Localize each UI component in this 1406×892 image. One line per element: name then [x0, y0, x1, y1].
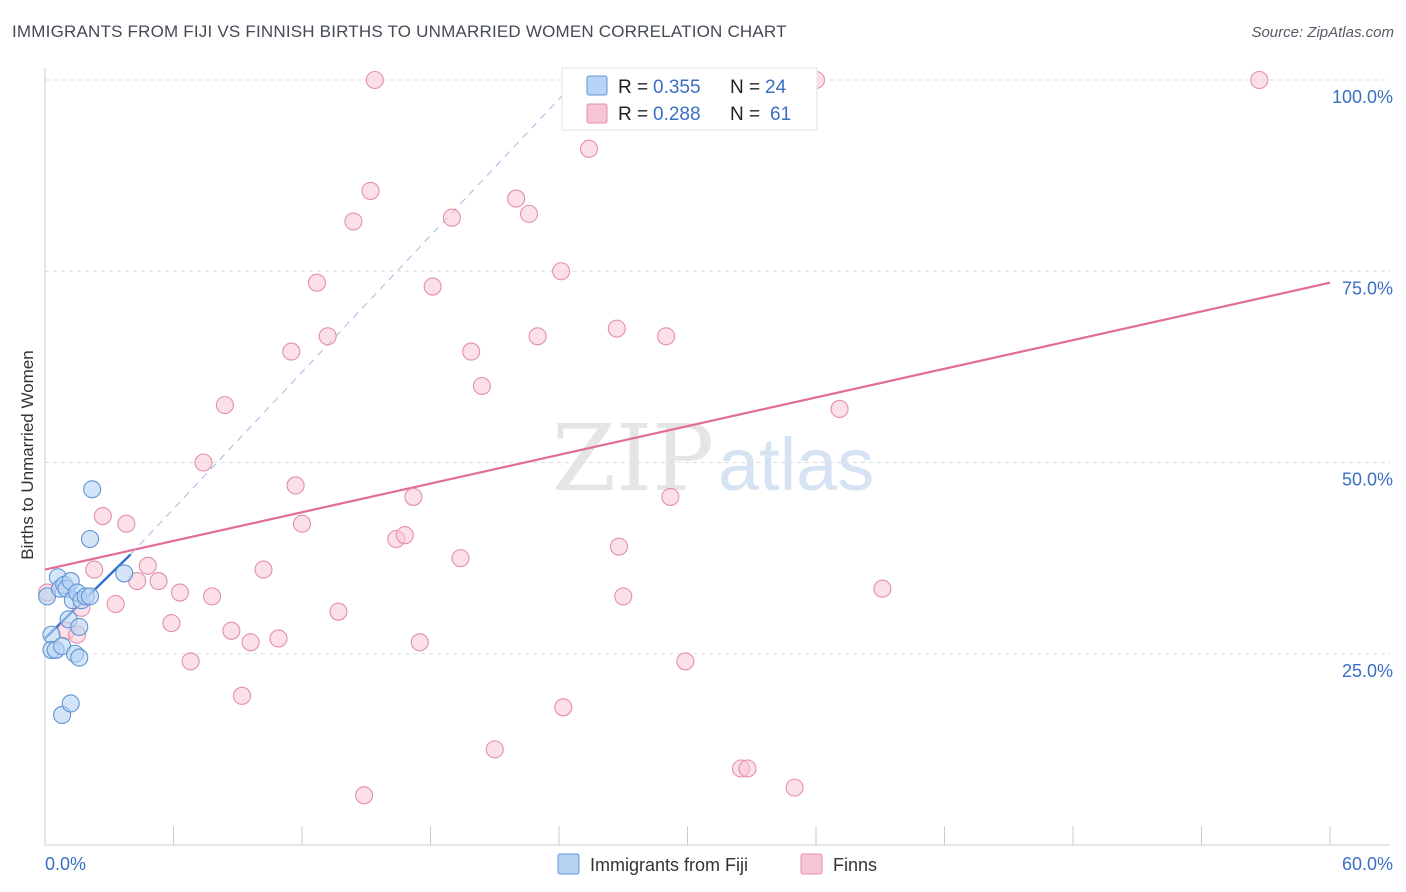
finns-point: [676, 652, 695, 671]
finns-point: [785, 778, 804, 797]
finns-point: [232, 686, 252, 705]
finns-point: [410, 633, 429, 652]
trend-lines: [44, 87, 1331, 640]
legend-fiji-r-value: 0.355: [653, 77, 701, 98]
finns-point: [194, 453, 213, 472]
finns-point: [361, 181, 380, 200]
watermark-zip: ZIP: [552, 405, 714, 512]
finns-point: [661, 487, 680, 506]
legend-fiji-swatch: [586, 75, 608, 96]
legend-fiji-n-value: 24: [765, 77, 787, 98]
fiji-point: [70, 648, 89, 667]
finns-point: [269, 629, 288, 648]
gridlines: [45, 79, 1390, 655]
watermark-atlas: atlas: [718, 423, 874, 506]
fiji-point: [83, 480, 102, 499]
source-credit: Source: ZipAtlas.com: [1251, 24, 1394, 41]
y-tick-label: 50.0%: [1342, 470, 1393, 490]
finns-point: [254, 560, 273, 579]
fiji-point: [70, 617, 89, 637]
legend-finns-swatch: [586, 103, 608, 124]
finns-point: [307, 273, 327, 292]
finns-point: [552, 262, 571, 281]
finns-point: [355, 786, 374, 805]
legend-finns-r-label: R =: [618, 104, 648, 125]
finns-point: [365, 70, 384, 90]
finns-point: [241, 633, 260, 652]
finns-point: [423, 277, 442, 296]
fiji-point: [61, 694, 80, 713]
finns-point: [329, 602, 348, 621]
finns-point: [472, 376, 491, 396]
finns-point: [203, 587, 222, 606]
finns-point: [462, 342, 481, 361]
finns-point: [93, 506, 112, 526]
finns-point: [485, 740, 504, 759]
finns-point: [830, 399, 849, 419]
fiji-trend-extension: [130, 87, 571, 555]
finns-point: [554, 698, 573, 717]
finns-point: [395, 526, 414, 545]
finns-point: [738, 759, 757, 778]
legend-finns-r-value: 0.288: [653, 104, 701, 125]
bottom-legend-fiji-swatch: [557, 853, 580, 875]
y-tick-label: 25.0%: [1342, 661, 1393, 681]
finns-point: [292, 514, 312, 533]
finns-point: [106, 594, 125, 614]
finns-point: [149, 572, 168, 591]
finns-point: [282, 342, 301, 361]
tick-labels: 25.0% 50.0% 75.0% 100.0% 0.0% 60.0%: [45, 87, 1393, 874]
legend-finns-n-value: 61: [770, 104, 791, 125]
finns-point: [344, 212, 363, 231]
fiji-point: [80, 529, 100, 549]
finns-point: [451, 549, 470, 568]
finns-point: [609, 537, 629, 556]
finns-point: [162, 614, 181, 633]
y-tick-label: 75.0%: [1342, 278, 1393, 298]
chart-title: IMMIGRANTS FROM FIJI VS FINNISH BIRTHS T…: [12, 22, 787, 41]
finns-trend-line: [44, 281, 1331, 571]
finns-point: [117, 514, 136, 533]
finns-point: [318, 327, 337, 346]
finns-point: [614, 587, 633, 606]
finns-point: [170, 583, 189, 602]
finns-point: [138, 556, 157, 575]
legend-finns-n-label: N =: [730, 104, 760, 125]
bottom-legend-fiji-label: Immigrants from Fiji: [590, 855, 748, 875]
axes: [44, 68, 1390, 846]
finns-point: [181, 652, 200, 671]
x-tick-label: 0.0%: [45, 854, 86, 874]
fiji-point: [115, 564, 134, 583]
finns-point: [222, 621, 241, 640]
correlation-legend: R = 0.355 N = 24 R = 0.288 N = 61: [561, 67, 818, 131]
finns-point: [507, 189, 526, 208]
bottom-legend-finns-label: Finns: [833, 855, 877, 875]
finns-point: [404, 487, 423, 506]
finns-point: [657, 327, 676, 346]
finns-point: [442, 208, 461, 227]
data-points: [38, 70, 1269, 805]
finns-point: [528, 327, 547, 346]
x-tick-label: 60.0%: [1342, 854, 1393, 874]
bottom-legend-finns-swatch: [800, 853, 823, 875]
legend-fiji-r-label: R =: [618, 77, 648, 98]
fiji-point: [80, 587, 100, 606]
finns-point: [1250, 70, 1269, 90]
series-legend: Immigrants from Fiji Finns: [557, 853, 877, 875]
finns-point: [873, 579, 892, 598]
finns-point: [85, 560, 104, 579]
finns-point: [579, 139, 599, 158]
finns-point: [286, 476, 305, 495]
legend-fiji-n-label: N =: [730, 77, 760, 98]
finns-point: [607, 319, 626, 338]
y-tick-label: 100.0%: [1332, 87, 1393, 107]
finns-point: [519, 204, 539, 223]
finns-point: [215, 396, 234, 415]
